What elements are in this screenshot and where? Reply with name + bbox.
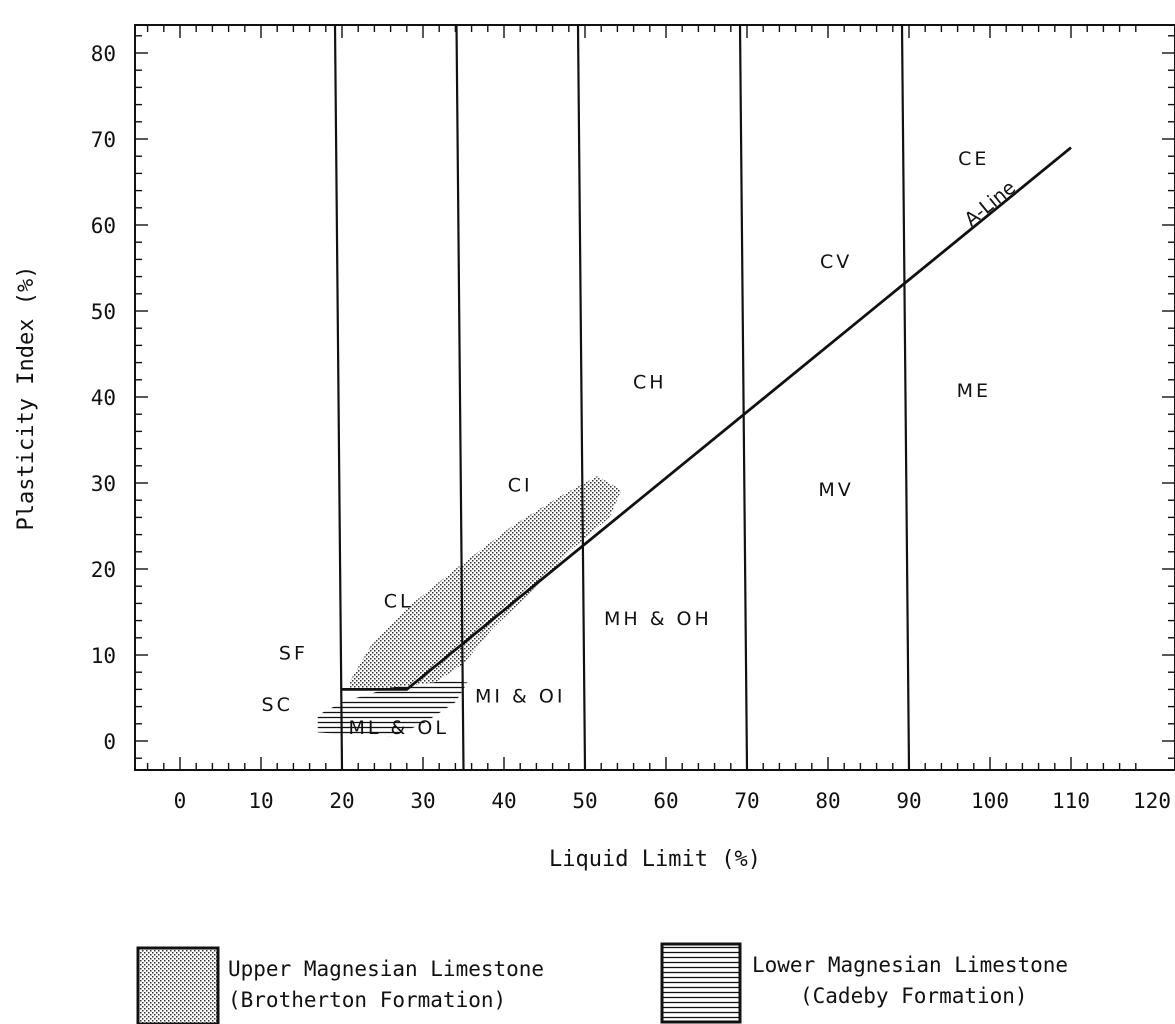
upper-magnesian-region [350,476,622,690]
zone-label-mh-oh: MH & OH [604,608,712,630]
soil-sample-regions [317,476,622,737]
legend-label-lower-line2: (Cadeby Formation) [800,984,1028,1008]
zone-label-mi-oi: MI & OI [475,685,565,707]
a-line [342,146,1072,691]
zone-label-ci: CI [508,475,533,497]
x-tick-label: 40 [491,789,516,813]
boundary-line-ll-50 [576,24,587,771]
x-tick-label: 50 [572,789,597,813]
boundary-line-ll-90 [900,24,911,771]
a-line-label: A-Line [960,177,1020,231]
y-tick-label: 50 [91,300,116,324]
axis-ticks [135,25,1175,770]
zone-label-cv: CV [820,251,852,273]
legend-swatch-stipple [136,946,220,1024]
legend-label-upper-line2: (Brotherton Formation) [228,988,506,1012]
zone-label-ml-ol: ML & OL [348,717,448,739]
y-axis-title: Plasticity Index (%) [14,266,39,531]
x-tick-label: 20 [329,789,354,813]
x-tick-label: 30 [410,789,435,813]
tick-labels: 0 10 20 30 40 50 60 70 80 90 100 110 120 0 10 20 30 40 50 6… [91,42,1171,813]
x-tick-label: 70 [734,789,759,813]
y-tick-label: 20 [91,558,116,582]
zone-label-cl: CL [384,591,414,613]
zone-label-ch: CH [633,371,667,393]
legend-swatch-hatch [660,942,742,1024]
y-tick-label: 60 [91,214,116,238]
legend-item-upper: Upper Magnesian Limestone (Brotherton Fo… [136,946,544,1024]
boundary-line-ll-20 [333,24,344,771]
x-tick-label: 80 [815,789,840,813]
x-tick-label: 100 [971,789,1009,813]
zone-label-me: ME [957,380,991,402]
x-tick-label: 60 [653,789,678,813]
y-tick-label: 10 [91,644,116,668]
zone-label-ce: CE [958,148,989,170]
legend-item-lower: Lower Magnesian Limestone (Cadeby Format… [660,942,1068,1024]
x-tick-label: 10 [248,789,273,813]
legend: Upper Magnesian Limestone (Brotherton Fo… [136,942,1068,1024]
x-tick-label: 0 [174,789,187,813]
x-tick-label: 120 [1133,789,1171,813]
x-tick-label: 90 [896,789,921,813]
x-tick-label: 110 [1052,789,1090,813]
zone-label-sc: SC [262,694,293,716]
zone-labels: SF SC CL CI CH CV CE ML & OL MI & OI MH & OH MV ME [262,148,991,739]
legend-label-upper-line1: Upper Magnesian Limestone [228,957,544,981]
zone-label-sf: SF [279,642,308,664]
boundary-line-ll-70 [738,24,749,771]
zone-label-mv: MV [818,479,853,501]
y-tick-label: 80 [91,42,116,66]
y-tick-label: 30 [91,472,116,496]
y-tick-label: 70 [91,128,116,152]
x-axis-title: Liquid Limit (%) [549,847,761,872]
legend-label-lower-line1: Lower Magnesian Limestone [752,953,1068,977]
y-tick-label: 40 [91,386,116,410]
lower-magnesian-region [317,680,468,737]
y-tick-label: 0 [103,730,116,754]
